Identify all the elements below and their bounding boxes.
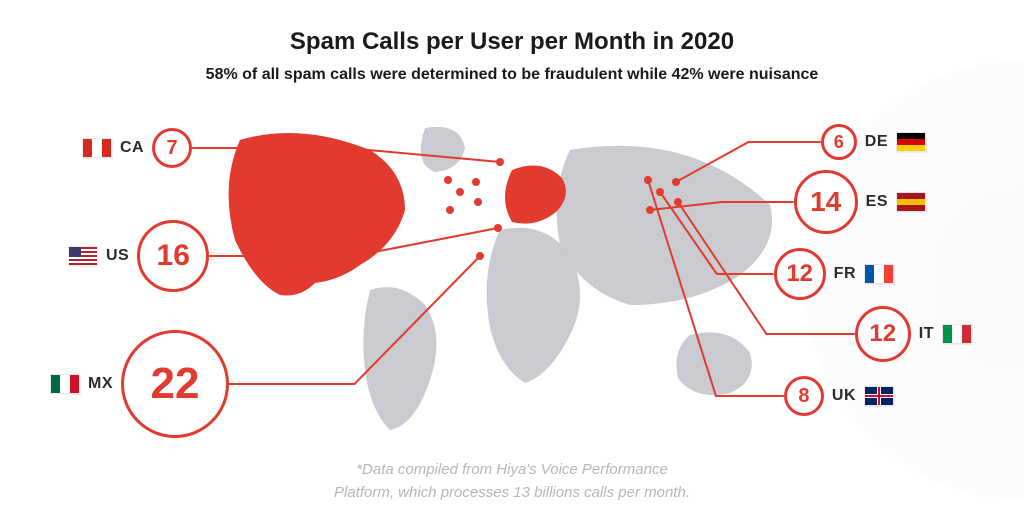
footnote-line: *Data compiled from Hiya's Voice Perform… xyxy=(0,459,1024,482)
country-code: IT xyxy=(919,325,934,343)
callout-fr: FR 12 xyxy=(774,248,894,300)
value-circle: 6 xyxy=(821,124,857,160)
value-circle: 22 xyxy=(121,330,229,438)
page-title: Spam Calls per User per Month in 2020 xyxy=(0,0,1024,56)
country-code: MX xyxy=(88,375,113,393)
footnote-line: Platform, which processes 13 billions ca… xyxy=(0,482,1024,505)
flag-us-icon xyxy=(68,246,98,266)
value-circle: 7 xyxy=(152,128,192,168)
callout-uk: UK 8 xyxy=(784,376,894,416)
value-circle: 12 xyxy=(855,306,911,362)
flag-uk-icon xyxy=(864,386,894,406)
country-code: US xyxy=(106,247,129,265)
world-map xyxy=(200,120,800,440)
page-subtitle: 58% of all spam calls were determined to… xyxy=(0,66,1024,84)
map-area: CA 7 US 16 MX 22 DE 6 ES 14 FR 12 IT 12 UK 8 xyxy=(0,120,1024,460)
country-code: FR xyxy=(834,265,856,283)
value-circle: 8 xyxy=(784,376,824,416)
value-circle: 14 xyxy=(794,170,858,234)
country-code: UK xyxy=(832,387,856,405)
flag-ca-icon xyxy=(82,138,112,158)
country-code: ES xyxy=(866,193,888,211)
callout-de: DE 6 xyxy=(821,124,926,160)
callout-ca: CA 7 xyxy=(82,128,192,168)
flag-mx-icon xyxy=(50,374,80,394)
flag-es-icon xyxy=(896,192,926,212)
callout-mx: MX 22 xyxy=(50,330,229,438)
infographic-container: Spam Calls per User per Month in 2020 58… xyxy=(0,0,1024,522)
callout-es: ES 14 xyxy=(794,170,926,234)
flag-de-icon xyxy=(896,132,926,152)
value-circle: 16 xyxy=(137,220,209,292)
callout-us: US 16 xyxy=(68,220,209,292)
value-circle: 12 xyxy=(774,248,826,300)
country-code: DE xyxy=(865,133,888,151)
footnote: *Data compiled from Hiya's Voice Perform… xyxy=(0,459,1024,504)
map-neutral-regions xyxy=(363,127,772,430)
country-code: CA xyxy=(120,139,144,157)
callout-it: IT 12 xyxy=(855,306,972,362)
flag-fr-icon xyxy=(864,264,894,284)
flag-it-icon xyxy=(942,324,972,344)
